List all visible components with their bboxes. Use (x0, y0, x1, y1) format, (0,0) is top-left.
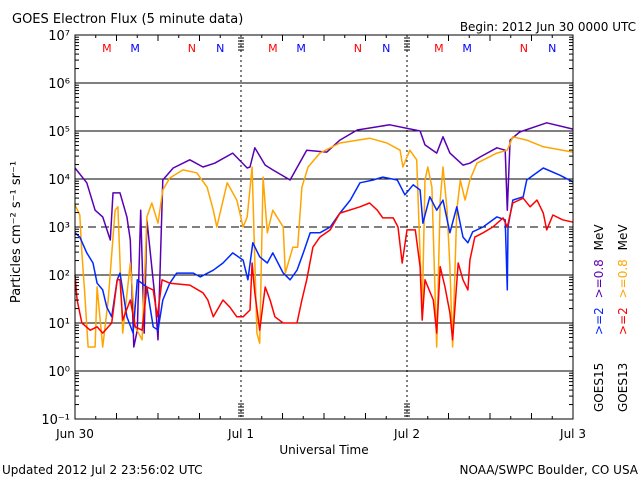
satellite-marker: M (296, 42, 306, 55)
satellite-marker: N (382, 42, 390, 55)
legend-goes15-ch2: >=0.8 (592, 259, 606, 298)
legend-goes13-unit: MeV (616, 224, 630, 251)
series-line-1 (74, 136, 574, 348)
satellite-marker: M (130, 42, 140, 55)
y-tick-labels: 10⁷ 10⁶ 10⁵ 10⁴ 10³ 10² 10¹ 10⁰ 10⁻¹ (41, 29, 70, 428)
x-tick-labels: Jun 30 Jul 1 Jul 2 Jul 3 (55, 427, 586, 441)
y-tick-label: 10¹ (48, 317, 70, 332)
satellite-marker: N (216, 42, 224, 55)
y-axis-label: Particles cm⁻² s⁻¹ sr⁻¹ (9, 161, 24, 303)
x-axis-label: Universal Time (279, 443, 368, 457)
credit-text: NOAA/SWPC Boulder, CO USA (460, 463, 639, 477)
chart-title: GOES Electron Flux (5 minute data) (12, 12, 243, 27)
begin-time: Begin: 2012 Jun 30 0000 UTC (460, 20, 636, 34)
x-tick-label: Jun 30 (55, 427, 94, 441)
grid (75, 35, 573, 419)
satellite-marker: N (520, 42, 528, 55)
satellite-marker: N (548, 42, 556, 55)
series-line-3 (74, 197, 574, 341)
series-line-2 (74, 167, 574, 334)
updated-timestamp: Updated 2012 Jul 2 23:56:02 UTC (2, 463, 202, 477)
legend-goes13-ch2: >=0.8 (616, 259, 630, 298)
legend-goes13: GOES13 >=2 >=0.8 MeV (616, 224, 630, 412)
axis-ticks (75, 35, 573, 419)
legend-goes13-ch1: >=2 (616, 307, 630, 335)
legend-goes15-unit: MeV (592, 224, 606, 251)
series-line-0 (74, 122, 574, 348)
legend-goes15-ch1: >=2 (592, 307, 606, 335)
x-tick-label: Jul 1 (227, 427, 254, 441)
x-tick-label: Jul 2 (393, 427, 420, 441)
satellite-marker: M (268, 42, 278, 55)
svg-text:GOES13 >=2 >=0.8: GOES13 >=2 >=0.8 MeV (616, 224, 630, 412)
svg-text:GOES15 >=2 >=0.8: GOES15 >=2 >=0.8 MeV (592, 224, 606, 412)
y-tick-label: 10² (48, 269, 70, 284)
legend-goes15: GOES15 >=2 >=0.8 MeV (592, 224, 606, 412)
legend-goes13-sat: GOES13 (616, 363, 630, 412)
y-tick-label: 10³ (48, 221, 70, 236)
y-tick-label: 10⁵ (48, 125, 70, 140)
satellite-marker: N (354, 42, 362, 55)
y-tick-label: 10⁶ (48, 77, 70, 92)
satellite-marker: M (462, 42, 472, 55)
satellite-marker: M (102, 42, 112, 55)
legend-goes15-sat: GOES15 (592, 363, 606, 412)
y-tick-label: 10⁰ (48, 365, 70, 380)
y-tick-label: 10⁻¹ (41, 413, 70, 428)
satellite-marker: M (434, 42, 444, 55)
y-tick-label: 10⁷ (48, 29, 70, 44)
y-tick-label: 10⁴ (48, 173, 70, 188)
x-tick-label: Jul 3 (559, 427, 586, 441)
series-lines (74, 122, 574, 348)
satellite-marker: N (188, 42, 196, 55)
